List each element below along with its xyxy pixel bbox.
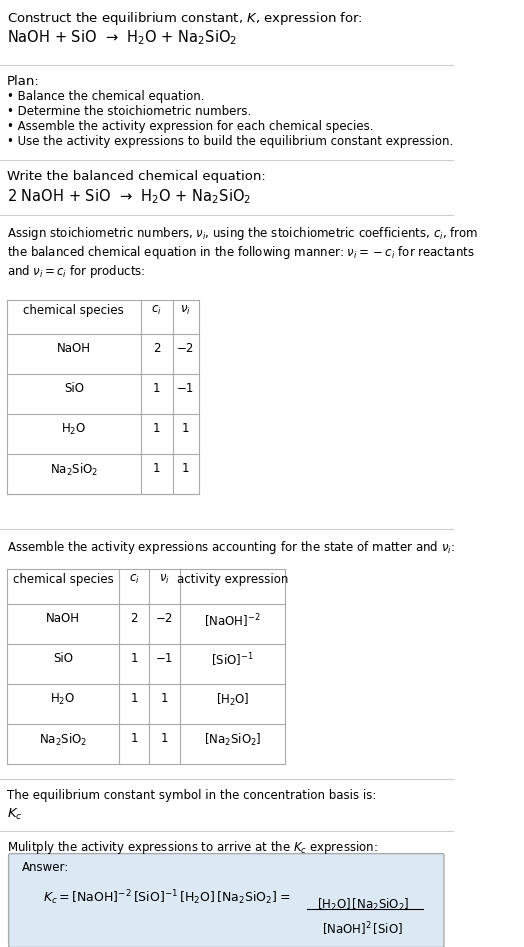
Text: Na$_2$SiO$_2$: Na$_2$SiO$_2$: [50, 462, 98, 478]
Text: SiO: SiO: [64, 383, 84, 396]
Text: 1: 1: [130, 652, 138, 665]
Text: • Balance the chemical equation.: • Balance the chemical equation.: [7, 90, 204, 103]
FancyBboxPatch shape: [8, 853, 444, 947]
Text: 2: 2: [130, 612, 138, 625]
Text: NaOH: NaOH: [46, 612, 80, 625]
Text: −2: −2: [177, 343, 194, 355]
Text: Assemble the activity expressions accounting for the state of matter and $\nu_i$: Assemble the activity expressions accoun…: [7, 539, 455, 556]
Text: Na$_2$SiO$_2$: Na$_2$SiO$_2$: [39, 732, 87, 748]
Text: $K_c$: $K_c$: [7, 807, 23, 822]
Text: • Use the activity expressions to build the equilibrium constant expression.: • Use the activity expressions to build …: [7, 134, 453, 148]
Text: $\nu_i$: $\nu_i$: [180, 303, 191, 316]
Text: [SiO]$^{-1}$: [SiO]$^{-1}$: [211, 652, 254, 670]
Text: 1: 1: [130, 732, 138, 744]
Text: 1: 1: [153, 462, 160, 475]
Text: 1: 1: [153, 422, 160, 436]
Text: NaOH: NaOH: [57, 343, 91, 355]
Text: H$_2$O: H$_2$O: [61, 422, 86, 438]
Text: 1: 1: [130, 692, 138, 705]
Text: −1: −1: [156, 652, 173, 665]
Text: activity expression: activity expression: [177, 573, 288, 586]
Text: Assign stoichiometric numbers, $\nu_i$, using the stoichiometric coefficients, $: Assign stoichiometric numbers, $\nu_i$, …: [7, 224, 478, 280]
Text: [Na$_2$SiO$_2$]: [Na$_2$SiO$_2$]: [203, 732, 261, 748]
Text: Plan:: Plan:: [7, 75, 40, 88]
Text: 1: 1: [161, 732, 168, 744]
Text: NaOH + SiO  →  H$_2$O + Na$_2$SiO$_2$: NaOH + SiO → H$_2$O + Na$_2$SiO$_2$: [7, 28, 237, 46]
Text: SiO: SiO: [53, 652, 73, 665]
Text: [NaOH]$^{-2}$: [NaOH]$^{-2}$: [204, 612, 261, 630]
Text: −2: −2: [156, 612, 173, 625]
Text: $\nu_i$: $\nu_i$: [159, 573, 170, 586]
Text: $[\mathrm{NaOH}]^2\,[\mathrm{SiO}]$: $[\mathrm{NaOH}]^2\,[\mathrm{SiO}]$: [322, 920, 403, 938]
Text: • Assemble the activity expression for each chemical species.: • Assemble the activity expression for e…: [7, 120, 374, 133]
Text: • Determine the stoichiometric numbers.: • Determine the stoichiometric numbers.: [7, 105, 251, 117]
Text: −1: −1: [177, 383, 194, 396]
Text: chemical species: chemical species: [13, 573, 113, 586]
Text: Construct the equilibrium constant, $K$, expression for:: Construct the equilibrium constant, $K$,…: [7, 10, 363, 27]
Text: 1: 1: [182, 422, 190, 436]
Text: Answer:: Answer:: [21, 861, 69, 873]
Text: The equilibrium constant symbol in the concentration basis is:: The equilibrium constant symbol in the c…: [7, 789, 376, 802]
Text: Mulitply the activity expressions to arrive at the $K_c$ expression:: Mulitply the activity expressions to arr…: [7, 839, 378, 856]
Text: 2: 2: [153, 343, 160, 355]
Text: 1: 1: [153, 383, 160, 396]
Text: 1: 1: [182, 462, 190, 475]
Text: H$_2$O: H$_2$O: [50, 692, 75, 707]
Text: 1: 1: [161, 692, 168, 705]
Text: 2 NaOH + SiO  →  H$_2$O + Na$_2$SiO$_2$: 2 NaOH + SiO → H$_2$O + Na$_2$SiO$_2$: [7, 188, 251, 206]
Text: chemical species: chemical species: [24, 303, 124, 316]
Text: [H$_2$O]: [H$_2$O]: [215, 692, 249, 708]
Text: Write the balanced chemical equation:: Write the balanced chemical equation:: [7, 170, 266, 183]
Text: $K_c = [\mathrm{NaOH}]^{-2}\,[\mathrm{SiO}]^{-1}\,[\mathrm{H_2O}]\,[\mathrm{Na_2: $K_c = [\mathrm{NaOH}]^{-2}\,[\mathrm{Si…: [43, 888, 290, 907]
Text: $c_i$: $c_i$: [129, 573, 140, 586]
Text: $[\mathrm{H_2O}]\,[\mathrm{Na_2SiO_2}]$: $[\mathrm{H_2O}]\,[\mathrm{Na_2SiO_2}]$: [316, 897, 409, 913]
Text: $c_i$: $c_i$: [151, 303, 162, 316]
